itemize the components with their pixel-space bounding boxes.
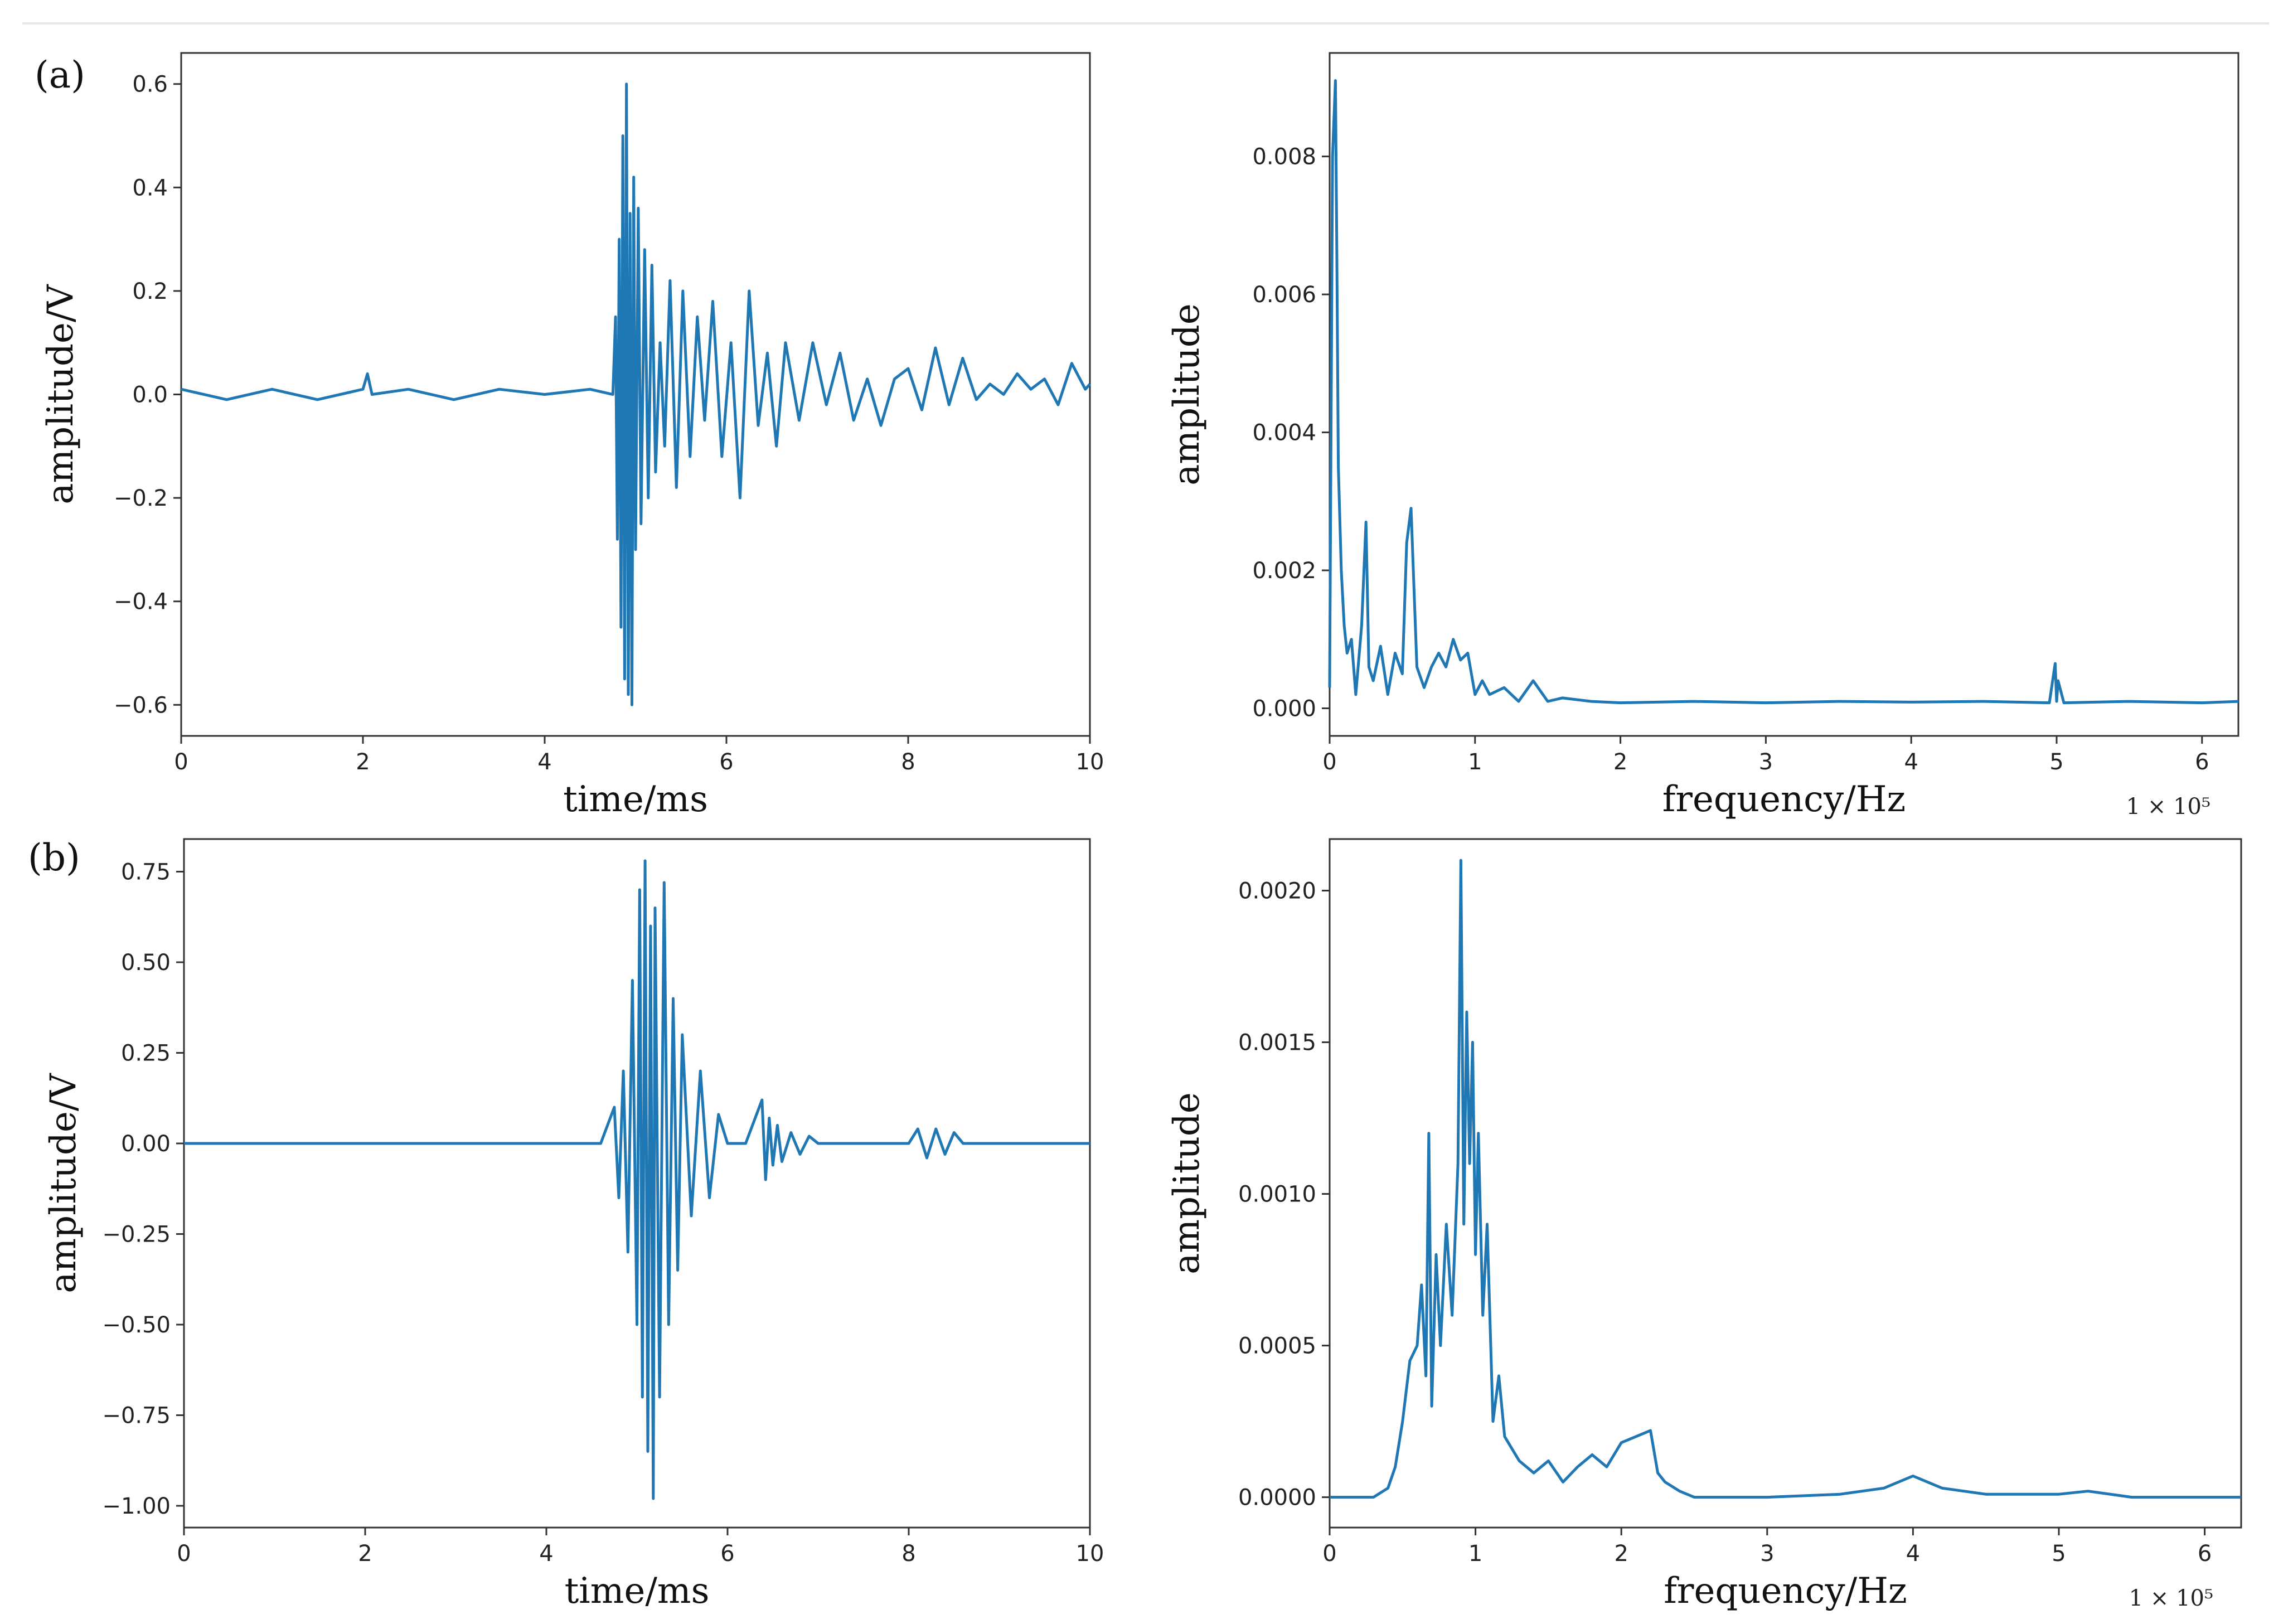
x-tick-label-b-freq: 0	[1322, 1541, 1336, 1567]
x-tick-label-a-time: 10	[1076, 749, 1104, 775]
y-tick-label-b-time: 0.50	[121, 950, 171, 976]
chart-b-time: 0 2 4 6 8 10 −1.00 −0.75 −0.50 −0.25 0.00 0.25 0.50 0…	[43, 838, 1104, 1612]
y-tick-label-b-freq: 0.0000	[1238, 1485, 1316, 1511]
y-axis-title-b-time: amplitude/V	[43, 1073, 84, 1293]
x-tick-label-b-freq: 1	[1468, 1541, 1482, 1567]
y-axis-title-a-freq: amplitude	[1166, 303, 1208, 486]
y-tick-label-a-freq: 0.000	[1252, 696, 1316, 722]
x-offset-text-b-freq: 1 × 10⁵	[2129, 1586, 2213, 1611]
x-tick-label-b-time: 6	[720, 1541, 734, 1567]
y-tick-label-a-freq: 0.006	[1252, 282, 1316, 308]
x-tick-label-b-time: 8	[901, 1541, 915, 1567]
y-tick-label-a-freq: 0.008	[1252, 144, 1316, 170]
y-tick-label-b-time: 0.00	[121, 1131, 171, 1157]
x-tick-label-a-freq: 2	[1613, 749, 1627, 775]
y-tick-label-a-time: 0.2	[132, 279, 168, 304]
x-tick-label-a-freq: 4	[1904, 749, 1918, 775]
panel-label-a: (a)	[35, 54, 85, 96]
x-tick-label-a-time: 2	[356, 749, 370, 775]
y-axis-title-a-time: amplitude/V	[40, 284, 81, 505]
x-axis-title-a-time: time/ms	[563, 779, 708, 820]
series-line-a-freq	[1328, 79, 2239, 705]
x-tick-label-b-time: 10	[1076, 1541, 1104, 1567]
x-axis-title-a-freq: frequency/Hz	[1662, 779, 1906, 820]
x-tick-label-b-freq: 2	[1614, 1541, 1628, 1567]
x-axis-title-b-freq: frequency/Hz	[1664, 1570, 1907, 1612]
x-tick-label-a-time: 8	[901, 749, 915, 775]
x-tick-label-b-freq: 6	[2198, 1541, 2212, 1567]
y-tick-label-b-time: 0.75	[121, 860, 171, 885]
chart-a-time: 0 2 4 6 8 10 −0.6 −0.4 −0.2 0.0 0.2 0.4 0.6 time/ms am…	[40, 52, 1104, 820]
y-tick-label-b-time: −1.00	[102, 1494, 171, 1519]
plot-frame-b-freq	[1329, 838, 2242, 1529]
x-tick-label-b-time: 0	[177, 1541, 191, 1567]
chart-b-freq: 0 1 2 3 4 5 6 0.0000 0.0005 0.0010 0.0015 0.0020 fre…	[1166, 838, 2242, 1612]
x-tick-label-a-time: 0	[174, 749, 188, 775]
panel-label-b: (b)	[28, 836, 80, 879]
y-tick-label-a-freq: 0.002	[1252, 558, 1316, 584]
x-tick-label-a-freq: 1	[1468, 749, 1482, 775]
y-tick-label-a-time: −0.2	[114, 486, 168, 511]
y-tick-label-b-freq: 0.0020	[1238, 878, 1316, 904]
y-tick-label-a-time: 0.4	[132, 175, 168, 201]
y-tick-label-b-freq: 0.0015	[1238, 1030, 1316, 1056]
y-axis-title-b-freq: amplitude	[1166, 1092, 1208, 1274]
y-tick-label-a-time: 0.6	[132, 72, 168, 98]
series-line-a-time	[181, 83, 1091, 706]
top-divider	[22, 22, 2269, 25]
plot-frame-a-freq	[1329, 52, 2239, 737]
x-tick-label-a-freq: 0	[1322, 749, 1336, 775]
y-tick-label-b-time: −0.75	[102, 1403, 171, 1429]
x-tick-label-a-freq: 6	[2195, 749, 2209, 775]
x-tick-label-b-time: 4	[539, 1541, 553, 1567]
x-tick-label-b-freq: 3	[1760, 1541, 1774, 1567]
x-tick-label-b-time: 2	[358, 1541, 372, 1567]
series-line-b-freq	[1330, 859, 2241, 1499]
x-offset-text-a-freq: 1 × 10⁵	[2126, 794, 2210, 820]
x-tick-label-a-freq: 3	[1759, 749, 1773, 775]
y-tick-label-b-freq: 0.0005	[1238, 1334, 1316, 1359]
y-tick-label-b-freq: 0.0010	[1238, 1182, 1316, 1208]
series-line-b-time	[184, 859, 1090, 1500]
y-tick-label-a-time: −0.4	[114, 589, 168, 615]
y-tick-label-a-freq: 0.004	[1252, 420, 1316, 446]
y-tick-label-a-time: −0.6	[114, 692, 168, 718]
chart-a-freq: 0 1 2 3 4 5 6 0.000 0.002 0.004 0.006 0.008 frequenc…	[1166, 52, 2239, 820]
x-tick-label-a-time: 4	[537, 749, 551, 775]
x-tick-label-a-freq: 5	[2049, 749, 2063, 775]
y-tick-label-b-time: −0.25	[102, 1222, 171, 1248]
x-axis-title-b-time: time/ms	[565, 1570, 710, 1612]
y-tick-label-b-time: 0.25	[121, 1041, 171, 1066]
x-tick-label-a-time: 6	[719, 749, 733, 775]
x-tick-label-b-freq: 4	[1906, 1541, 1920, 1567]
x-tick-label-b-freq: 5	[2052, 1541, 2066, 1567]
y-tick-label-a-time: 0.0	[132, 382, 168, 408]
y-tick-label-b-time: −0.50	[102, 1312, 171, 1338]
